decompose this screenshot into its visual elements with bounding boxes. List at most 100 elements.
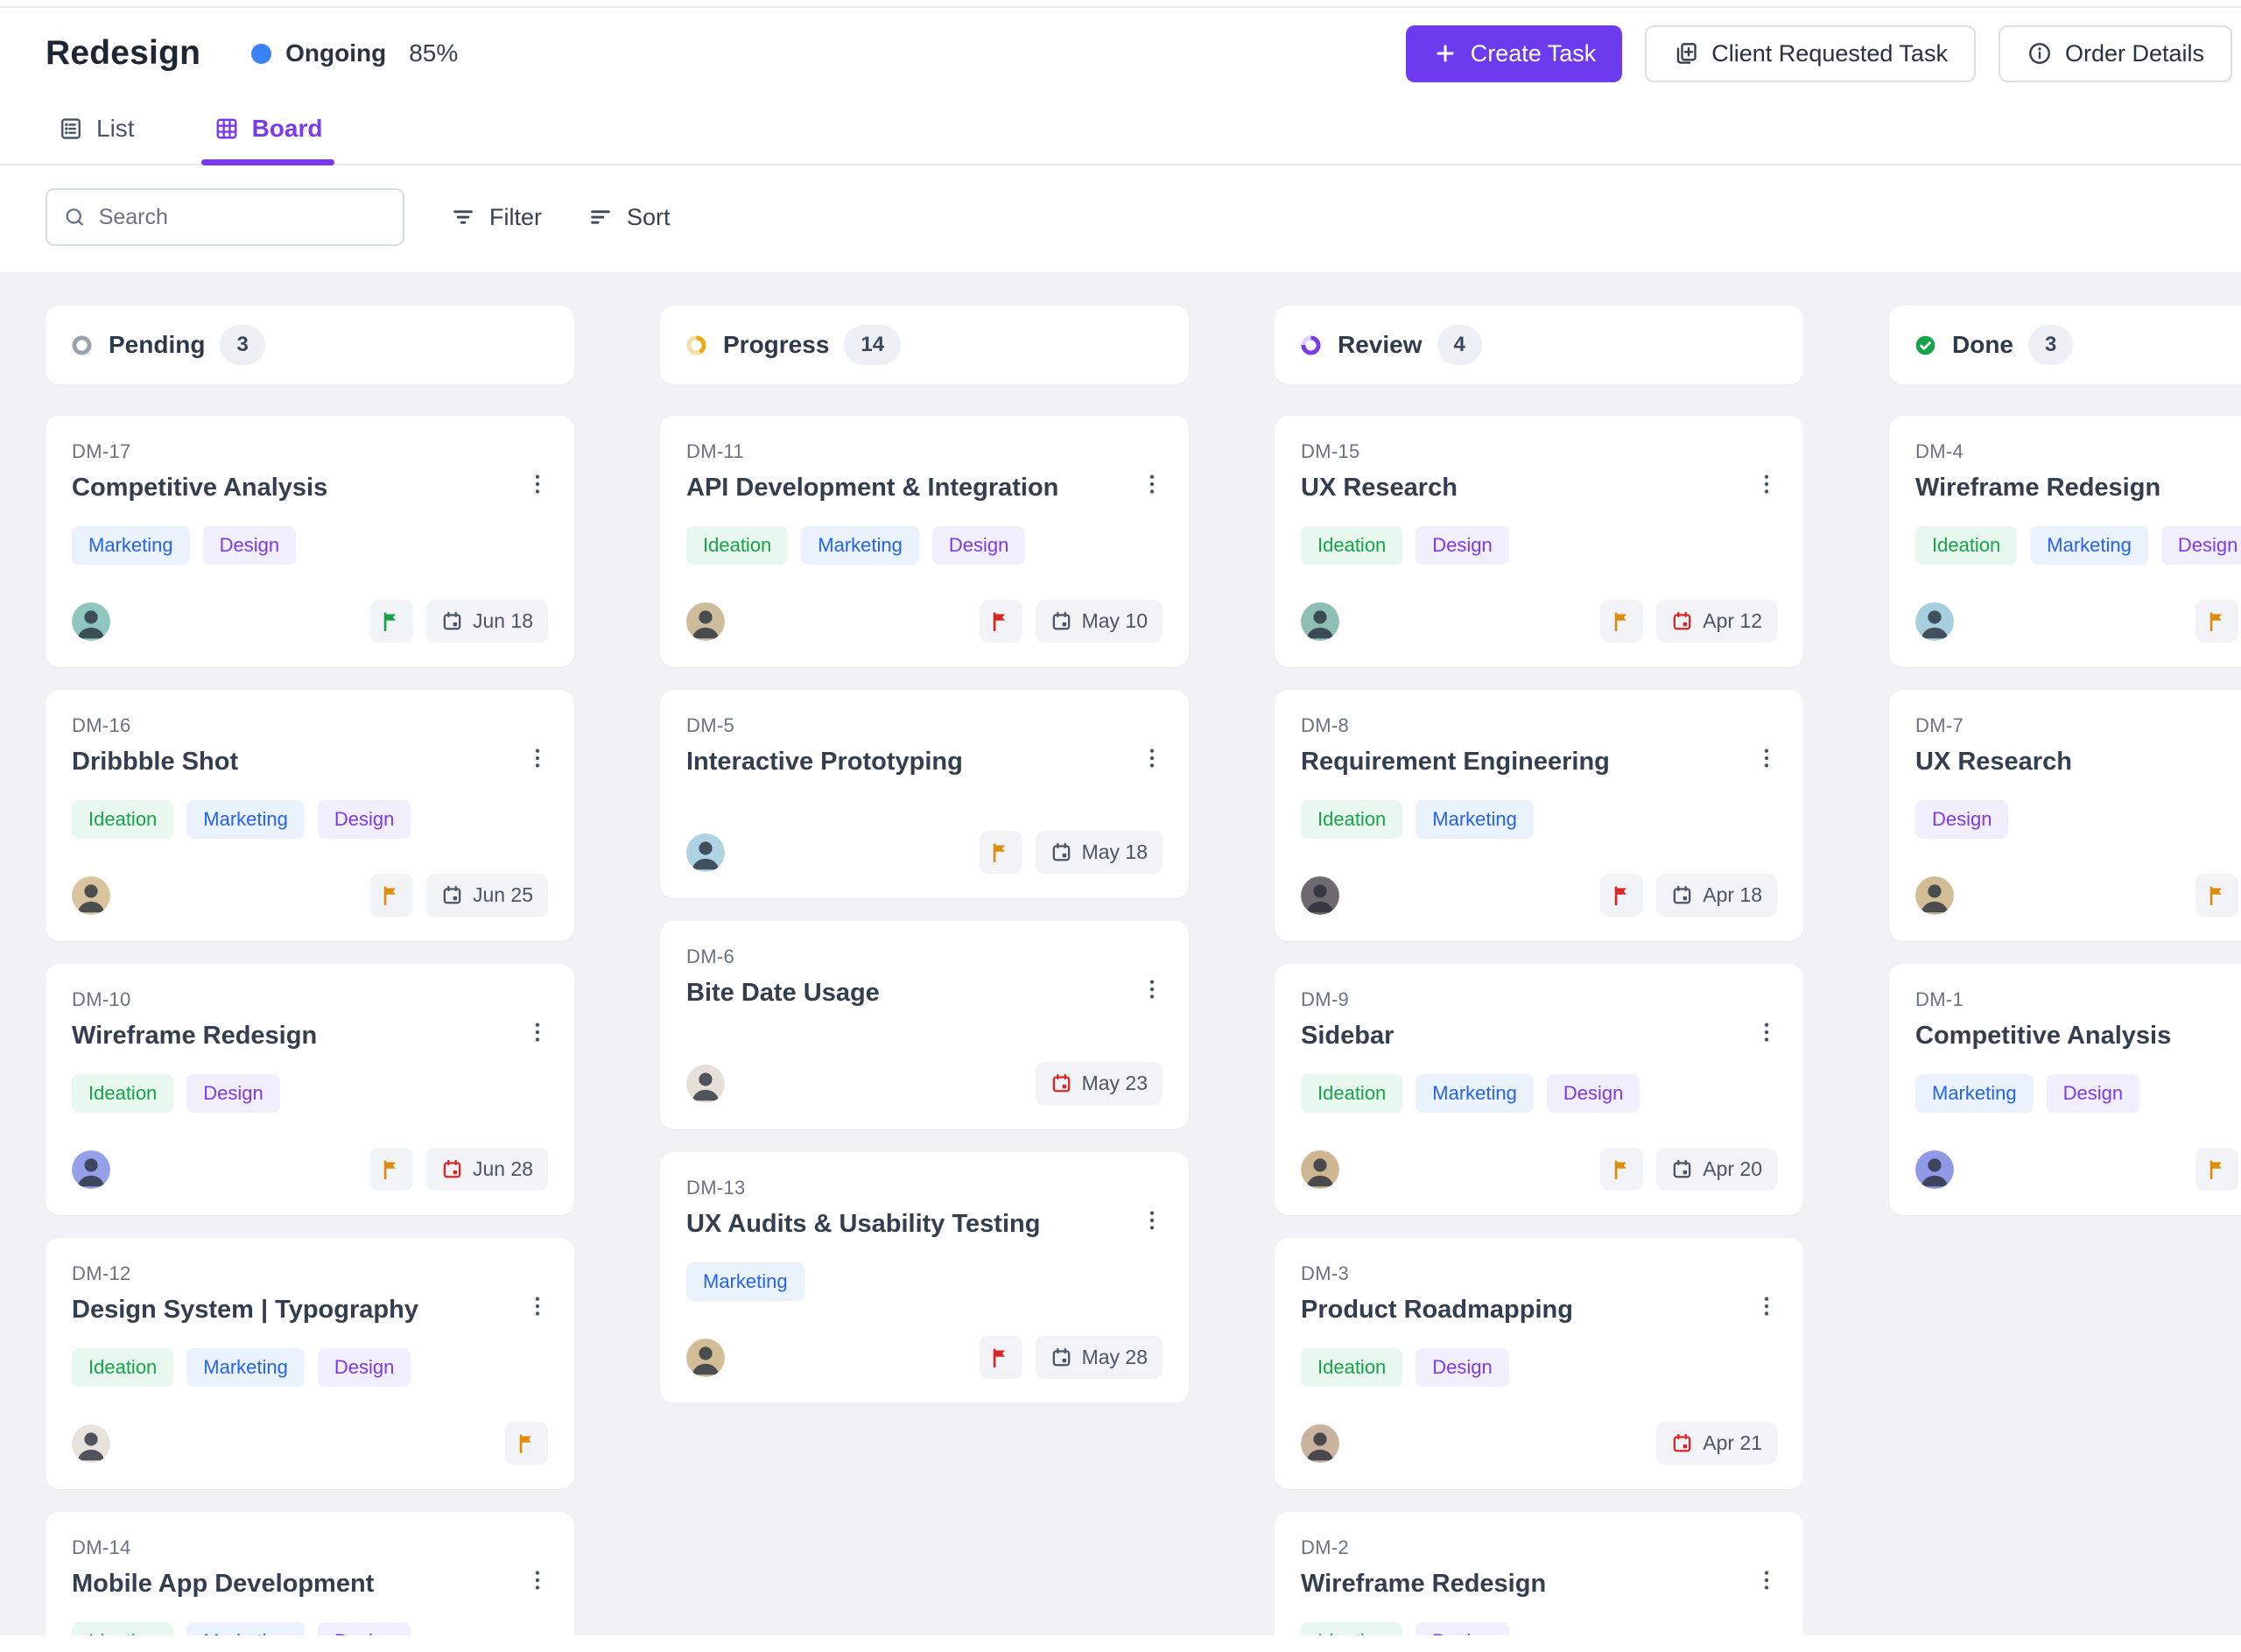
flag-icon	[384, 1160, 397, 1179]
priority-flag-chip	[1600, 874, 1644, 917]
task-card[interactable]: DM-4 Wireframe Redesign Ideation Marketing D…	[1889, 416, 2241, 667]
task-title: UX Research	[1301, 474, 1458, 502]
due-date-chip: May 18	[1035, 831, 1163, 874]
create-task-button[interactable]: Create Task	[1405, 25, 1623, 82]
header-divider	[0, 164, 2241, 165]
kebab-icon	[1764, 475, 1769, 494]
task-card[interactable]: DM-2 Wireframe Redesign Ideation Design	[1275, 1512, 1803, 1635]
task-footer: May 10	[686, 600, 1163, 643]
task-menu-button[interactable]	[1135, 739, 1170, 777]
order-details-button[interactable]: Order Details	[1998, 25, 2232, 82]
column-count-badge: 4	[1437, 325, 1482, 365]
info-icon	[2029, 43, 2050, 64]
flag-icon	[384, 886, 397, 905]
column-title: Progress	[723, 331, 830, 358]
tag-design: Design	[186, 1074, 280, 1113]
due-date: May 28	[1081, 1346, 1148, 1368]
tab-list[interactable]: List	[46, 108, 147, 164]
task-menu-button[interactable]	[1749, 739, 1784, 777]
task-card[interactable]: DM-3 Product Roadmapping Ideation Design Apr…	[1275, 1238, 1803, 1489]
task-card[interactable]: DM-6 Bite Date Usage May 23	[660, 921, 1189, 1129]
filter-button[interactable]: Filter	[450, 204, 542, 231]
task-footer: Jun 28	[72, 1148, 548, 1191]
task-card[interactable]: DM-9 Sidebar Ideation Marketing Design Apr 20	[1275, 964, 1803, 1215]
task-tags: Ideation Marketing Design	[1915, 526, 2241, 565]
calendar-icon	[1052, 1073, 1070, 1093]
task-menu-button[interactable]	[1749, 1287, 1784, 1325]
task-menu-button[interactable]	[1749, 1561, 1784, 1599]
task-id: DM-7	[1915, 714, 1964, 736]
task-title: Interactive Prototyping	[686, 748, 963, 776]
view-tabs: List Board	[46, 99, 2232, 165]
task-indicators: Apr 12	[1600, 600, 1777, 643]
task-menu-button[interactable]	[520, 1013, 555, 1051]
task-card[interactable]: DM-11 API Development & Integration Ideati…	[660, 416, 1189, 667]
status-dot	[251, 43, 272, 64]
task-menu-button[interactable]	[1135, 970, 1170, 1009]
calendar-icon	[1052, 842, 1070, 861]
task-card[interactable]: DM-7 UX Research Design	[1889, 690, 2241, 941]
due-date: May 23	[1081, 1072, 1148, 1094]
due-date-chip: Jun 25	[425, 874, 548, 917]
column-header: Done 3	[1889, 306, 2241, 384]
task-menu-button[interactable]	[1749, 465, 1784, 503]
avatar-photo	[72, 1424, 110, 1463]
task-card[interactable]: DM-15 UX Research Ideation Design Apr 12	[1275, 416, 1803, 667]
task-menu-button[interactable]	[1135, 465, 1170, 503]
assignee-avatar	[686, 601, 725, 641]
task-title: Competitive Analysis	[1915, 1022, 2172, 1050]
task-footer	[1915, 600, 2241, 643]
task-card[interactable]: DM-1 Competitive Analysis Marketing Design	[1889, 964, 2241, 1215]
task-card[interactable]: DM-13 UX Audits & Usability Testing Market…	[660, 1152, 1189, 1403]
sort-button[interactable]: Sort	[587, 204, 671, 231]
tag-design: Design	[2046, 1074, 2140, 1113]
task-card[interactable]: DM-17 Competitive Analysis Marketing Design…	[46, 416, 574, 667]
avatar-photo	[686, 1064, 725, 1103]
priority-flag-chip	[369, 1148, 413, 1191]
task-card[interactable]: DM-16 Dribbble Shot Ideation Marketing Desig…	[46, 690, 574, 941]
task-menu-button[interactable]	[520, 465, 555, 503]
assignee-avatar	[72, 601, 110, 641]
page-header: Redesign Ongoing 85% Create Task Client …	[0, 8, 2241, 165]
due-date-chip: Apr 12	[1656, 600, 1777, 643]
task-card[interactable]: DM-10 Wireframe Redesign Ideation Design Jun…	[46, 964, 574, 1215]
task-tags: Marketing	[686, 1262, 1163, 1301]
kebab-icon	[1149, 980, 1155, 999]
priority-flag-chip	[1600, 1148, 1644, 1191]
task-menu-button[interactable]	[1749, 1013, 1784, 1051]
filter-icon	[453, 210, 473, 224]
due-date-chip: May 10	[1035, 600, 1163, 643]
tag-design: Design	[1546, 1074, 1640, 1113]
task-card[interactable]: DM-5 Interactive Prototyping May 18	[660, 690, 1189, 898]
tag-ideation: Ideation	[1301, 1074, 1403, 1113]
priority-flag-chip	[1600, 600, 1644, 643]
due-date: Jun 25	[472, 883, 533, 906]
column-header: Pending 3	[46, 306, 574, 384]
due-date: Jun 18	[472, 609, 533, 632]
task-menu-button[interactable]	[520, 1287, 555, 1325]
task-title: Wireframe Redesign	[1915, 474, 2161, 502]
kebab-icon	[535, 1571, 540, 1590]
task-id: DM-17	[72, 440, 131, 462]
task-footer: May 18	[686, 831, 1163, 874]
plus-icon	[1437, 45, 1454, 62]
task-card[interactable]: DM-14 Mobile App Development Ideation Marke…	[46, 1512, 574, 1635]
task-menu-button[interactable]	[1135, 1201, 1170, 1240]
task-menu-button[interactable]	[520, 739, 555, 777]
client-requested-task-button[interactable]: Client Requested Task	[1645, 25, 1976, 82]
tab-board[interactable]: Board	[200, 108, 335, 165]
column-title: Pending	[109, 331, 206, 358]
task-footer	[1915, 874, 2241, 917]
task-card[interactable]: DM-12 Design System | Typography Ideation M…	[46, 1238, 574, 1489]
task-indicators: May 28	[979, 1336, 1163, 1379]
task-tags: Ideation Marketing Design	[686, 526, 1163, 565]
due-date: Apr 21	[1703, 1431, 1762, 1454]
search-box[interactable]	[46, 188, 404, 246]
column-title: Review	[1338, 331, 1423, 358]
search-input[interactable]	[98, 204, 387, 230]
kebab-icon	[1149, 1211, 1155, 1230]
task-menu-button[interactable]	[520, 1561, 555, 1599]
task-card[interactable]: DM-8 Requirement Engineering Ideation Marke…	[1275, 690, 1803, 941]
tag-design: Design	[1416, 1348, 1509, 1387]
task-indicators	[2195, 600, 2241, 643]
